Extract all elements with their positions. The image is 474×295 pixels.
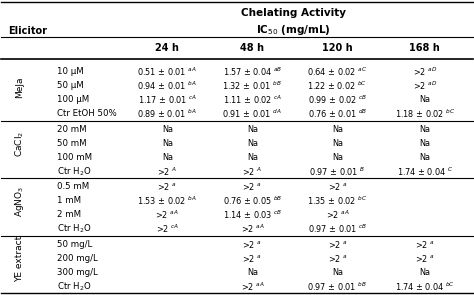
Text: Na: Na [419,153,430,162]
Text: 1.22 ± 0.02 $^{bC}$: 1.22 ± 0.02 $^{bC}$ [308,80,367,92]
Text: >2 $^{A}$: >2 $^{A}$ [242,165,263,178]
Text: 1.74 ± 0.04 $^{bC}$: 1.74 ± 0.04 $^{bC}$ [395,280,455,293]
Text: YE extract: YE extract [15,236,24,282]
Text: Na: Na [419,125,430,134]
Text: CaCl$_2$: CaCl$_2$ [13,131,26,158]
Text: Na: Na [247,153,258,162]
Text: 0.97 ± 0.01 $^{B}$: 0.97 ± 0.01 $^{B}$ [309,165,365,178]
Text: Na: Na [419,95,430,104]
Text: 50 μM: 50 μM [57,81,84,90]
Text: >2 $^{a}$: >2 $^{a}$ [243,181,262,192]
Text: 1.11 ± 0.02 $^{cA}$: 1.11 ± 0.02 $^{cA}$ [223,94,282,106]
Text: Chelating Activity: Chelating Activity [241,8,346,18]
Text: Ctr H$_2$O: Ctr H$_2$O [57,223,92,235]
Text: >2 $^{cA}$: >2 $^{cA}$ [155,223,179,235]
Text: 0.5 mM: 0.5 mM [57,182,90,191]
Text: Na: Na [332,153,343,162]
Text: Na: Na [247,125,258,134]
Text: 48 h: 48 h [240,43,264,53]
Text: 10 μM: 10 μM [57,67,84,76]
Text: >2 $^{aA}$: >2 $^{aA}$ [240,280,264,293]
Text: AgNO$_3$: AgNO$_3$ [13,186,26,217]
Text: 1.57 ± 0.04 $^{aB}$: 1.57 ± 0.04 $^{aB}$ [223,65,282,78]
Text: >2 $^{aA}$: >2 $^{aA}$ [326,209,349,221]
Text: 24 h: 24 h [155,43,179,53]
Text: Ctr H$_2$O: Ctr H$_2$O [57,165,92,178]
Text: Na: Na [162,139,173,148]
Text: 1.17 ± 0.01 $^{cA}$: 1.17 ± 0.01 $^{cA}$ [137,94,197,106]
Text: 1.74 ± 0.04 $^{C}$: 1.74 ± 0.04 $^{C}$ [397,165,453,178]
Text: >2 $^{a}$: >2 $^{a}$ [415,239,435,250]
Text: >2 $^{a}$: >2 $^{a}$ [328,181,347,192]
Text: Na: Na [162,153,173,162]
Text: >2 $^{aD}$: >2 $^{aD}$ [413,80,437,92]
Text: 50 mg/L: 50 mg/L [57,240,92,249]
Text: 0.97 ± 0.01 $^{bB}$: 0.97 ± 0.01 $^{bB}$ [308,280,367,293]
Text: >2 $^{a}$: >2 $^{a}$ [243,253,262,264]
Text: 0.76 ± 0.05 $^{bB}$: 0.76 ± 0.05 $^{bB}$ [223,194,282,207]
Text: Na: Na [247,139,258,148]
Text: 0.99 ± 0.02 $^{cB}$: 0.99 ± 0.02 $^{cB}$ [308,94,367,106]
Text: Na: Na [332,125,343,134]
Text: >2 $^{a}$: >2 $^{a}$ [415,253,435,264]
Text: 0.64 ± 0.02 $^{aC}$: 0.64 ± 0.02 $^{aC}$ [307,65,367,78]
Text: 0.91 ± 0.01 $^{dA}$: 0.91 ± 0.01 $^{dA}$ [222,108,283,120]
Text: Ctr H$_2$O: Ctr H$_2$O [57,280,92,293]
Text: >2 $^{aA}$: >2 $^{aA}$ [155,209,179,221]
Text: Na: Na [162,125,173,134]
Text: MeJa: MeJa [15,76,24,98]
Text: >2 $^{a}$: >2 $^{a}$ [157,181,177,192]
Text: Na: Na [332,139,343,148]
Text: >2 $^{aA}$: >2 $^{aA}$ [240,223,264,235]
Text: IC$_{50}$ (mg/mL): IC$_{50}$ (mg/mL) [256,23,331,37]
Text: >2 $^{a}$: >2 $^{a}$ [328,239,347,250]
Text: 1.53 ± 0.02 $^{bA}$: 1.53 ± 0.02 $^{bA}$ [137,194,197,207]
Text: 0.89 ± 0.01 $^{bA}$: 0.89 ± 0.01 $^{bA}$ [137,108,197,120]
Text: 120 h: 120 h [322,43,353,53]
Text: 1.32 ± 0.01 $^{bB}$: 1.32 ± 0.01 $^{bB}$ [222,80,283,92]
Text: 300 mg/L: 300 mg/L [57,268,98,277]
Text: 1.18 ± 0.02 $^{bC}$: 1.18 ± 0.02 $^{bC}$ [395,108,455,120]
Text: 200 mg/L: 200 mg/L [57,254,98,263]
Text: 0.51 ± 0.01 $^{aA}$: 0.51 ± 0.01 $^{aA}$ [137,65,197,78]
Text: 1.14 ± 0.03 $^{cB}$: 1.14 ± 0.03 $^{cB}$ [223,209,282,221]
Text: Ctr EtOH 50%: Ctr EtOH 50% [57,109,117,118]
Text: 0.76 ± 0.01 $^{dB}$: 0.76 ± 0.01 $^{dB}$ [308,108,367,120]
Text: 0.97 ± 0.01 $^{cB}$: 0.97 ± 0.01 $^{cB}$ [308,223,367,235]
Text: Na: Na [419,139,430,148]
Text: >2 $^{aD}$: >2 $^{aD}$ [413,65,437,78]
Text: >2 $^{A}$: >2 $^{A}$ [157,165,177,178]
Text: 2 mM: 2 mM [57,210,82,219]
Text: 168 h: 168 h [410,43,440,53]
Text: 20 mM: 20 mM [57,125,87,134]
Text: 1 mM: 1 mM [57,196,82,205]
Text: 100 mM: 100 mM [57,153,92,162]
Text: 100 μM: 100 μM [57,95,90,104]
Text: >2 $^{a}$: >2 $^{a}$ [243,239,262,250]
Text: Elicitor: Elicitor [8,26,47,36]
Text: Na: Na [247,268,258,277]
Text: 50 mM: 50 mM [57,139,87,148]
Text: >2 $^{a}$: >2 $^{a}$ [328,253,347,264]
Text: Na: Na [419,268,430,277]
Text: 0.94 ± 0.01 $^{bA}$: 0.94 ± 0.01 $^{bA}$ [137,80,197,92]
Text: Na: Na [332,268,343,277]
Text: 1.35 ± 0.02 $^{bC}$: 1.35 ± 0.02 $^{bC}$ [307,194,368,207]
